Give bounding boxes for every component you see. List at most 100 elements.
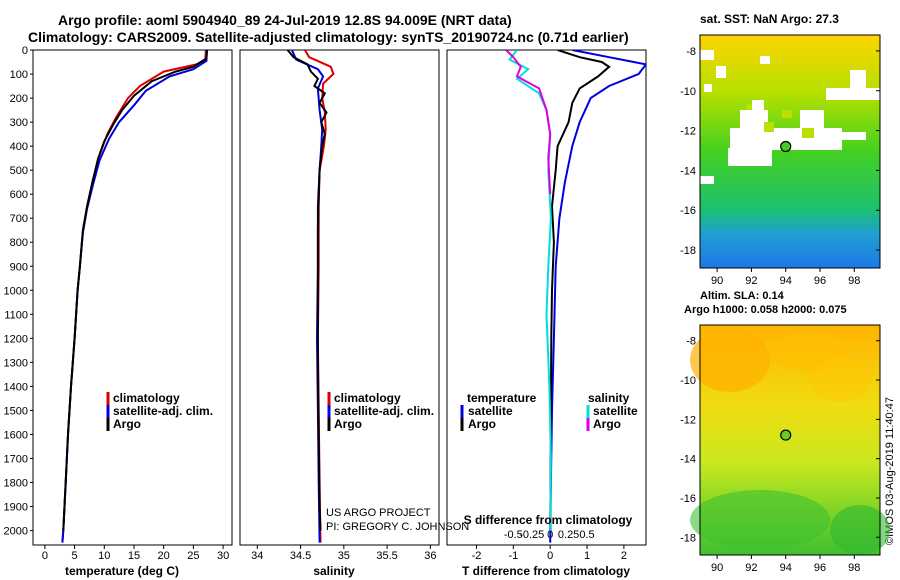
sst-map-frame: [699, 34, 881, 269]
depth-tick-label: 200: [10, 93, 28, 105]
salinity-series: [286, 50, 335, 543]
temperature-plot-frame: [32, 49, 233, 546]
project-credit: US ARGO PROJECT: [326, 507, 431, 519]
map-y-tick-label: -8: [686, 46, 696, 58]
depth-tick-label: 600: [10, 189, 28, 201]
legend-satellite-label: satellite-adj. clim.: [334, 404, 434, 418]
temperature-legend: climatology satellite-adj. clim. Argo: [106, 391, 213, 431]
depth-tick-label: 1400: [4, 381, 28, 393]
sst-map-axes: 90 92 94 96 98 -8 -10 -12 -14 -16 -18: [680, 46, 880, 287]
depth-tick-label: 1100: [4, 309, 28, 321]
depth-tick-label: 1800: [4, 478, 28, 490]
map-y-tick-label: -18: [680, 245, 696, 257]
depth-tick-label: 100: [10, 69, 28, 81]
sla-low-region: [690, 490, 830, 550]
x-tick-label: 34.5: [290, 550, 311, 562]
temperature-xlabel: temperature (deg C): [65, 564, 179, 578]
difference-s-xlabel: S difference from climatology: [464, 513, 633, 527]
salinity-x-axis: 34 34.5 35 35.5 36: [251, 545, 436, 562]
map-x-tick-label: 92: [745, 275, 757, 287]
sst-map: 90 92 94 96 98 -8 -10 -12 -14 -16 -18: [680, 34, 881, 287]
map-y-tick-label: -14: [680, 454, 696, 466]
depth-tick-label: 1600: [4, 429, 28, 441]
depth-tick-label: 400: [10, 141, 28, 153]
depth-tick-label: 1300: [4, 357, 28, 369]
x-tick-label: 5: [72, 550, 78, 562]
depth-tick-label: 1000: [4, 285, 28, 297]
map-x-tick-label: 96: [814, 562, 826, 574]
map-x-tick-label: 98: [848, 562, 860, 574]
figure-title-line2: Climatology: CARS2009. Satellite-adjuste…: [28, 29, 629, 45]
x-tick-label: 10: [98, 550, 110, 562]
legend-argo-label: Argo: [113, 417, 141, 431]
x-tick-label: 35: [338, 550, 350, 562]
sla-high-region: [690, 328, 770, 392]
depth-tick-label: 2000: [4, 526, 28, 538]
temperature-series: [61, 50, 209, 543]
sla-map-title-line1: Altim. SLA: 0.14: [700, 290, 784, 302]
depth-tick-label: 900: [10, 261, 28, 273]
map-y-tick-label: -16: [680, 493, 696, 505]
sst-map-title: sat. SST: NaN Argo: 27.3: [700, 12, 839, 26]
x-tick-label: 30: [217, 550, 229, 562]
salinity-legend: climatology satellite-adj. clim. Argo: [327, 391, 434, 431]
map-x-tick-label: 98: [848, 275, 860, 287]
series-line: [549, 50, 611, 531]
map-y-tick-label: -12: [680, 414, 696, 426]
x-tick-label: 2: [621, 550, 627, 562]
depth-tick-label: 1200: [4, 333, 28, 345]
pi-credit: PI: GREGORY C. JOHNSON: [326, 521, 469, 533]
map-x-tick-label: 92: [745, 562, 757, 574]
x-tick-label: 15: [128, 550, 140, 562]
sla-map: 90 92 94 96 98 -8 -10 -12 -14 -16 -18: [680, 324, 890, 574]
legend-t-satellite-label: satellite: [468, 404, 513, 418]
map-x-tick-label: 94: [780, 562, 792, 574]
map-y-tick-label: -12: [680, 126, 696, 138]
series-line: [549, 50, 646, 543]
x-tick-label: -2: [472, 550, 482, 562]
series-line: [286, 50, 328, 531]
map-y-tick-label: -10: [680, 86, 696, 98]
sst-field: [700, 35, 880, 268]
depth-tick-label: 0: [22, 45, 28, 57]
legend-s-satellite-label: satellite: [593, 404, 638, 418]
depth-tick-label: 700: [10, 213, 28, 225]
s-diff-tick-label: -0.5: [504, 529, 523, 541]
map-y-tick-label: -8: [686, 336, 696, 348]
depth-tick-label: 800: [10, 237, 28, 249]
difference-legend: temperature salinity satellite Argo sate…: [460, 391, 638, 431]
x-tick-label: 36: [424, 550, 436, 562]
legend-salinity-title: salinity: [588, 391, 630, 405]
s-diff-tick-label: -0.25: [519, 529, 544, 541]
series-line: [62, 50, 209, 531]
difference-x-axis: -2 -1 0 1 2-0.5-0.25 0 0.25 0.5: [472, 529, 627, 562]
map-x-tick-label: 96: [814, 275, 826, 287]
x-tick-label: 0: [42, 550, 48, 562]
legend-t-argo-label: Argo: [468, 417, 496, 431]
temperature-x-axis: 0 5 10 15 20 25 30: [42, 545, 229, 562]
difference-t-xlabel: T difference from climatology: [462, 564, 630, 578]
depth-tick-label: 1500: [4, 405, 28, 417]
sst-warm-patches: [746, 104, 814, 138]
map-x-tick-label: 94: [780, 275, 792, 287]
map-x-tick-label: 90: [711, 562, 723, 574]
x-tick-label: 1: [584, 550, 590, 562]
x-tick-label: 20: [158, 550, 170, 562]
sla-high-region: [810, 358, 870, 402]
sla-argo-position-marker: [780, 429, 792, 441]
legend-satellite-label: satellite-adj. clim.: [113, 404, 213, 418]
x-tick-label: 0: [547, 550, 553, 562]
legend-climatology-label: climatology: [334, 391, 401, 405]
depth-tick-label: 300: [10, 117, 28, 129]
depth-tick-label: 1900: [4, 502, 28, 514]
depth-tick-label: 1700: [4, 453, 28, 465]
salinity-plot-frame: [239, 49, 440, 546]
difference-series: [505, 50, 646, 543]
sla-map-axes: 90 92 94 96 98 -8 -10 -12 -14 -16 -18: [680, 336, 880, 574]
figure-title-line1: Argo profile: aoml 5904940_89 24-Jul-201…: [58, 12, 512, 28]
series-line: [505, 50, 552, 195]
map-y-tick-label: -18: [680, 532, 696, 544]
legend-temperature-title: temperature: [467, 391, 537, 405]
sla-low-region: [830, 505, 890, 555]
